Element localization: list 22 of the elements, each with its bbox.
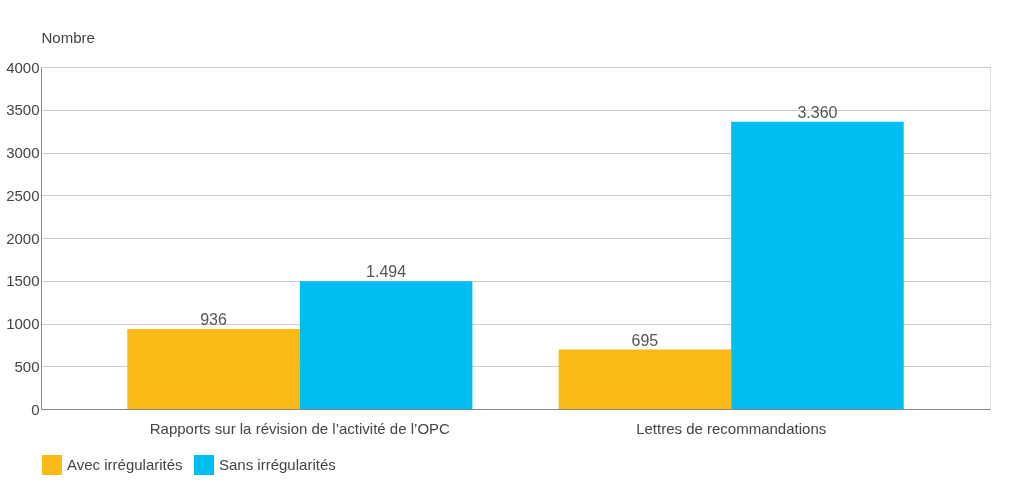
y-axis-title: Nombre	[41, 28, 95, 46]
bar	[299, 281, 473, 409]
y-tick-label: 1000	[6, 315, 40, 332]
bar	[558, 349, 732, 409]
y-tick-label: 1500	[6, 272, 40, 290]
y-tick-label: 3000	[6, 144, 40, 161]
data-label: 936	[200, 310, 227, 328]
x-tick-label: Rapports sur la révision de l’activité de l’OPC	[149, 419, 451, 437]
y-tick-label: 2000	[6, 229, 40, 247]
x-tick-label: Lettres de recommandations	[636, 419, 827, 437]
legend-label: Sans irrégularités	[219, 456, 336, 473]
y-tick-label: 3500	[6, 101, 40, 119]
data-label: 695	[631, 331, 659, 349]
legend-label: Avec irrégularités	[67, 456, 183, 473]
y-tick-label: 4000	[6, 58, 40, 76]
y-tick-label: 500	[14, 357, 40, 375]
data-label: 1.494	[366, 263, 407, 281]
bar	[127, 328, 300, 409]
data-label: 3.360	[797, 103, 838, 121]
y-tick-label: 0	[31, 400, 40, 418]
y-tick-label: 2500	[6, 186, 40, 204]
bar	[731, 121, 904, 409]
